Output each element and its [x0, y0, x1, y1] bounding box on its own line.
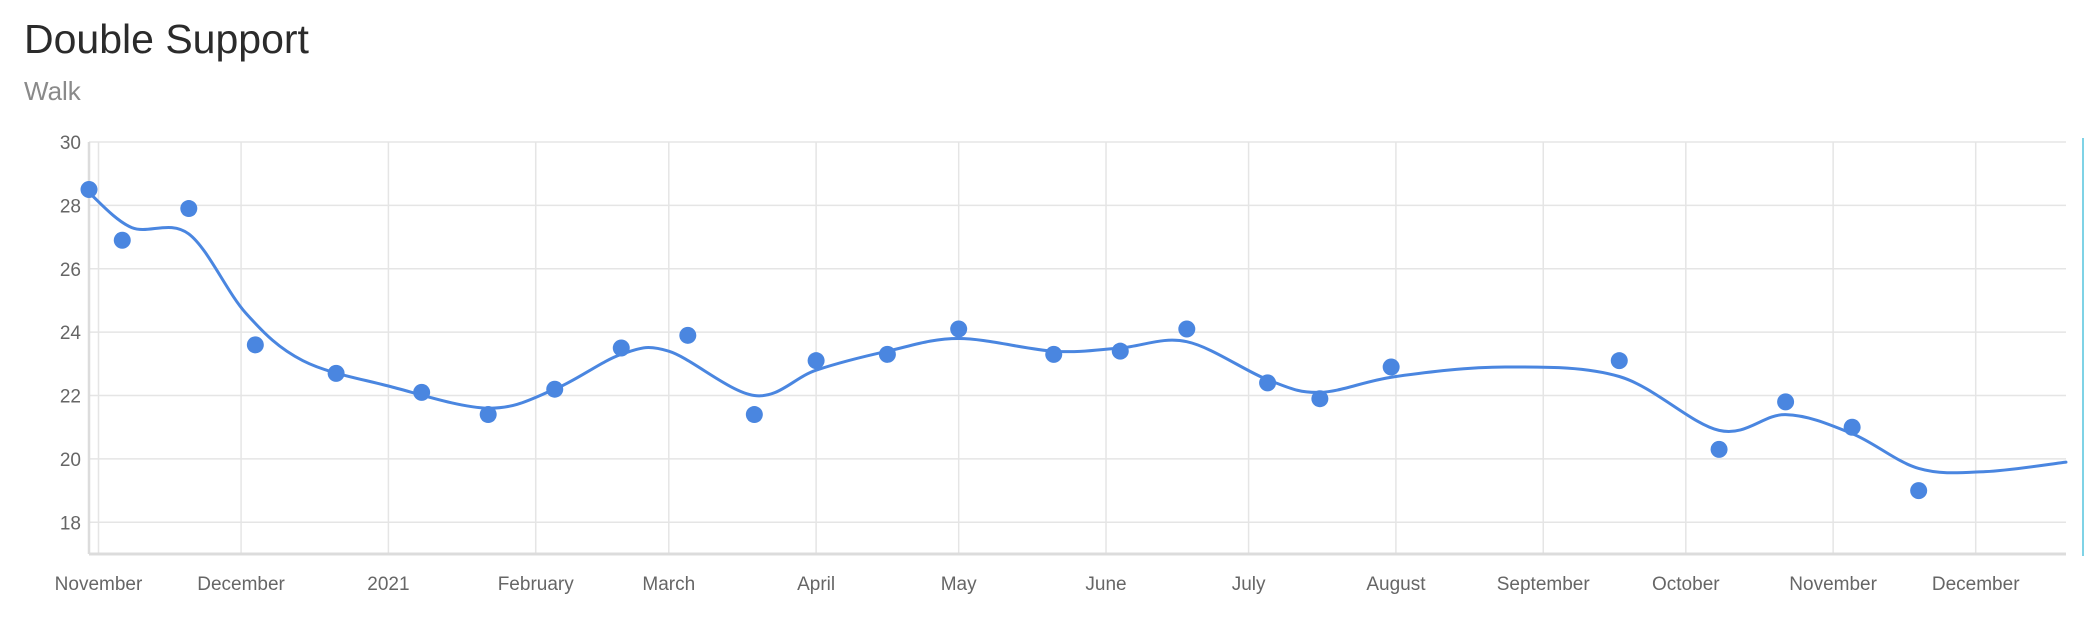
- x-tick-label: December: [1932, 574, 2020, 595]
- data-point: [1259, 374, 1277, 392]
- x-tick-label: June: [1085, 574, 1126, 595]
- x-tick-label: April: [797, 574, 835, 595]
- data-point: [1311, 390, 1329, 408]
- x-tick-label: November: [1789, 574, 1877, 595]
- y-tick-label: 18: [60, 513, 81, 534]
- data-point: [327, 364, 345, 382]
- data-point: [1382, 358, 1400, 376]
- trend-line: [87, 191, 2068, 475]
- x-tick-label: September: [1497, 574, 1591, 595]
- data-point: [745, 406, 763, 424]
- x-tick-label: December: [197, 574, 285, 595]
- data-point: [679, 326, 697, 344]
- y-tick-label: 28: [60, 196, 81, 217]
- x-tick-label: August: [1366, 574, 1426, 595]
- y-tick-label: 26: [60, 260, 81, 281]
- data-point: [1178, 320, 1196, 338]
- x-tick-label: July: [1232, 574, 1266, 595]
- x-tick-label: November: [55, 574, 143, 595]
- x-tick-label: February: [498, 574, 575, 595]
- data-point: [1610, 352, 1628, 370]
- y-tick-label: 22: [60, 387, 81, 408]
- data-point: [80, 181, 98, 199]
- chart-title: Double Support: [24, 16, 309, 62]
- data-point: [612, 339, 630, 357]
- data-point: [180, 200, 198, 218]
- x-tick-label: May: [941, 574, 977, 595]
- data-point: [1045, 345, 1063, 363]
- data-point: [1777, 393, 1795, 411]
- data-point: [1710, 440, 1728, 458]
- data-point: [246, 336, 264, 354]
- x-tick-label: October: [1652, 574, 1720, 595]
- chart-subtitle: Walk: [24, 76, 81, 106]
- y-tick-label: 30: [60, 133, 81, 154]
- data-point: [113, 231, 131, 249]
- x-tick-label: March: [642, 574, 695, 595]
- data-point: [1111, 342, 1129, 360]
- x-tick-label: 2021: [367, 574, 409, 595]
- data-point: [950, 320, 968, 338]
- y-tick-label: 20: [60, 450, 81, 471]
- data-point: [413, 383, 431, 401]
- data-point: [878, 345, 896, 363]
- data-point: [1843, 418, 1861, 436]
- data-point: [1910, 482, 1928, 500]
- data-point: [546, 380, 564, 398]
- data-point: [807, 352, 825, 370]
- y-tick-label: 24: [60, 323, 82, 344]
- data-point: [479, 406, 497, 424]
